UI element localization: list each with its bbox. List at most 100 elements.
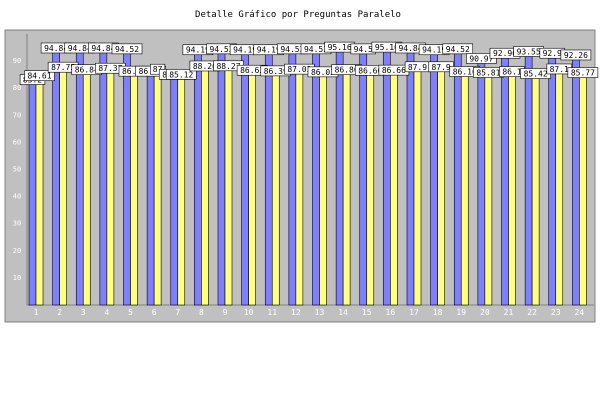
value-label-text: 94.19 — [233, 46, 257, 55]
value-label-text: 95.16 — [375, 43, 399, 52]
bar-series-2 — [484, 72, 493, 306]
value-label: 87.9 — [404, 61, 431, 73]
bar-series-1 — [28, 79, 37, 306]
bar-series-1 — [477, 58, 486, 306]
value-label: 92.26 — [560, 49, 592, 61]
value-label-text: 87.9 — [431, 63, 450, 72]
bar-series-2 — [106, 67, 115, 306]
bar-series-1 — [383, 46, 391, 306]
x-tick-label: 15 — [362, 308, 372, 317]
value-label-text: 86.03 — [311, 68, 335, 77]
bar-series-1 — [75, 47, 84, 306]
bar-series-2 — [413, 66, 422, 306]
x-tick-label: 4 — [104, 308, 109, 317]
x-tick-label: 9 — [223, 308, 228, 317]
value-label-text: 84.61 — [27, 72, 51, 81]
bar-series-1 — [146, 70, 155, 306]
x-axis-ticks: 1 2 3 4 5 6 7 8 9 10 11 12 13 14 15 16 17 18 19 20 21 22 23 24 — [34, 308, 585, 317]
value-label: 85.12 — [165, 69, 197, 80]
bar-series-2 — [579, 72, 587, 306]
value-label-text: 94.84 — [398, 44, 422, 53]
value-label-text: 90.97 — [469, 54, 493, 63]
value-label-text: 86.29 — [122, 67, 146, 76]
x-tick-label: 14 — [338, 308, 348, 317]
bar-series-1 — [241, 49, 249, 306]
value-label-text: 92.26 — [564, 51, 588, 60]
value-label-text: 94.19 — [186, 46, 210, 55]
y-tick-label: 10 — [13, 274, 21, 282]
bar-series-1 — [194, 49, 202, 306]
bar-series-1 — [524, 51, 533, 306]
value-label-text: 86.66 — [382, 66, 406, 75]
bar-series-2 — [342, 69, 351, 306]
value-label-text: 87.03 — [287, 65, 311, 74]
value-label-text: 87.37 — [98, 64, 122, 73]
bar-series-1 — [288, 48, 297, 306]
value-label-text: 94.84 — [44, 44, 68, 53]
value-label: 95.16 — [324, 41, 355, 53]
value-label-text: 87.9 — [408, 63, 427, 72]
bar-series-1 — [572, 54, 580, 306]
x-tick-label: 5 — [128, 308, 133, 317]
y-tick-label: 30 — [13, 220, 21, 228]
value-label-text: 88.27 — [216, 62, 240, 71]
value-label: 85.77 — [567, 67, 599, 78]
x-tick-label: 22 — [527, 308, 537, 317]
value-label-text: 86.39 — [264, 67, 288, 76]
bar-series-2 — [295, 68, 304, 306]
value-label-text: 94.5 — [354, 45, 373, 54]
x-tick-label: 6 — [152, 308, 157, 317]
value-label-text: 88.20 — [193, 62, 217, 71]
bar-series-2 — [248, 69, 256, 306]
y-tick-label: 90 — [13, 57, 21, 65]
y-tick-label: 70 — [13, 111, 21, 119]
y-tick-label: 80 — [13, 84, 21, 92]
bar-series-2 — [531, 73, 540, 306]
x-tick-label: 19 — [456, 308, 466, 317]
x-tick-label: 8 — [199, 308, 204, 317]
bar-series-2 — [460, 71, 469, 306]
bar-series-2 — [508, 71, 516, 306]
bar-series-1 — [264, 49, 273, 306]
bar-series-2 — [319, 71, 327, 306]
x-tick-label: 24 — [575, 308, 585, 317]
value-label: 94.52 — [111, 43, 143, 55]
value-label: 85.81 — [473, 67, 504, 78]
x-tick-label: 23 — [551, 308, 561, 317]
value-label-text: 94.52 — [280, 45, 304, 54]
value-label-text: 94.84 — [68, 44, 92, 53]
bar-series-2 — [153, 68, 162, 306]
x-tick-label: 20 — [480, 308, 490, 317]
bar-series-2 — [130, 70, 138, 306]
value-label-text: 86.1 — [502, 68, 521, 77]
bar-series-1 — [170, 74, 179, 306]
value-label-text: 86.63 — [240, 66, 264, 75]
x-tick-label: 12 — [291, 308, 301, 317]
bar-series-2 — [390, 69, 398, 306]
value-label-text: 92.9 — [543, 49, 562, 58]
bar-series-2 — [35, 75, 44, 306]
value-label-text: 94.19 — [422, 46, 446, 55]
bar-series-2 — [59, 66, 67, 306]
value-label: 86.66 — [378, 64, 410, 76]
bar-series-1 — [99, 47, 108, 306]
value-label-text: 94.84 — [91, 44, 115, 53]
value-label-text: 87.1 — [550, 65, 569, 74]
y-tick-label: 40 — [13, 193, 21, 201]
value-label-text: 87.75 — [51, 63, 75, 72]
x-tick-label: 16 — [386, 308, 396, 317]
y-tick-label: 50 — [13, 166, 21, 174]
bar-series-2 — [224, 65, 233, 306]
bar-series-1 — [123, 48, 131, 306]
value-label: 94.52 — [442, 43, 474, 55]
value-label-text: 85.81 — [476, 68, 500, 77]
value-label-text: 85.42 — [524, 70, 548, 79]
x-tick-label: 13 — [315, 308, 325, 317]
bar-series-1 — [548, 52, 557, 306]
x-tick-label: 21 — [504, 308, 514, 317]
x-tick-label: 11 — [267, 308, 277, 317]
value-label-text: 95.16 — [328, 43, 352, 52]
bar-series-1 — [217, 48, 226, 306]
x-tick-label: 18 — [433, 308, 443, 317]
